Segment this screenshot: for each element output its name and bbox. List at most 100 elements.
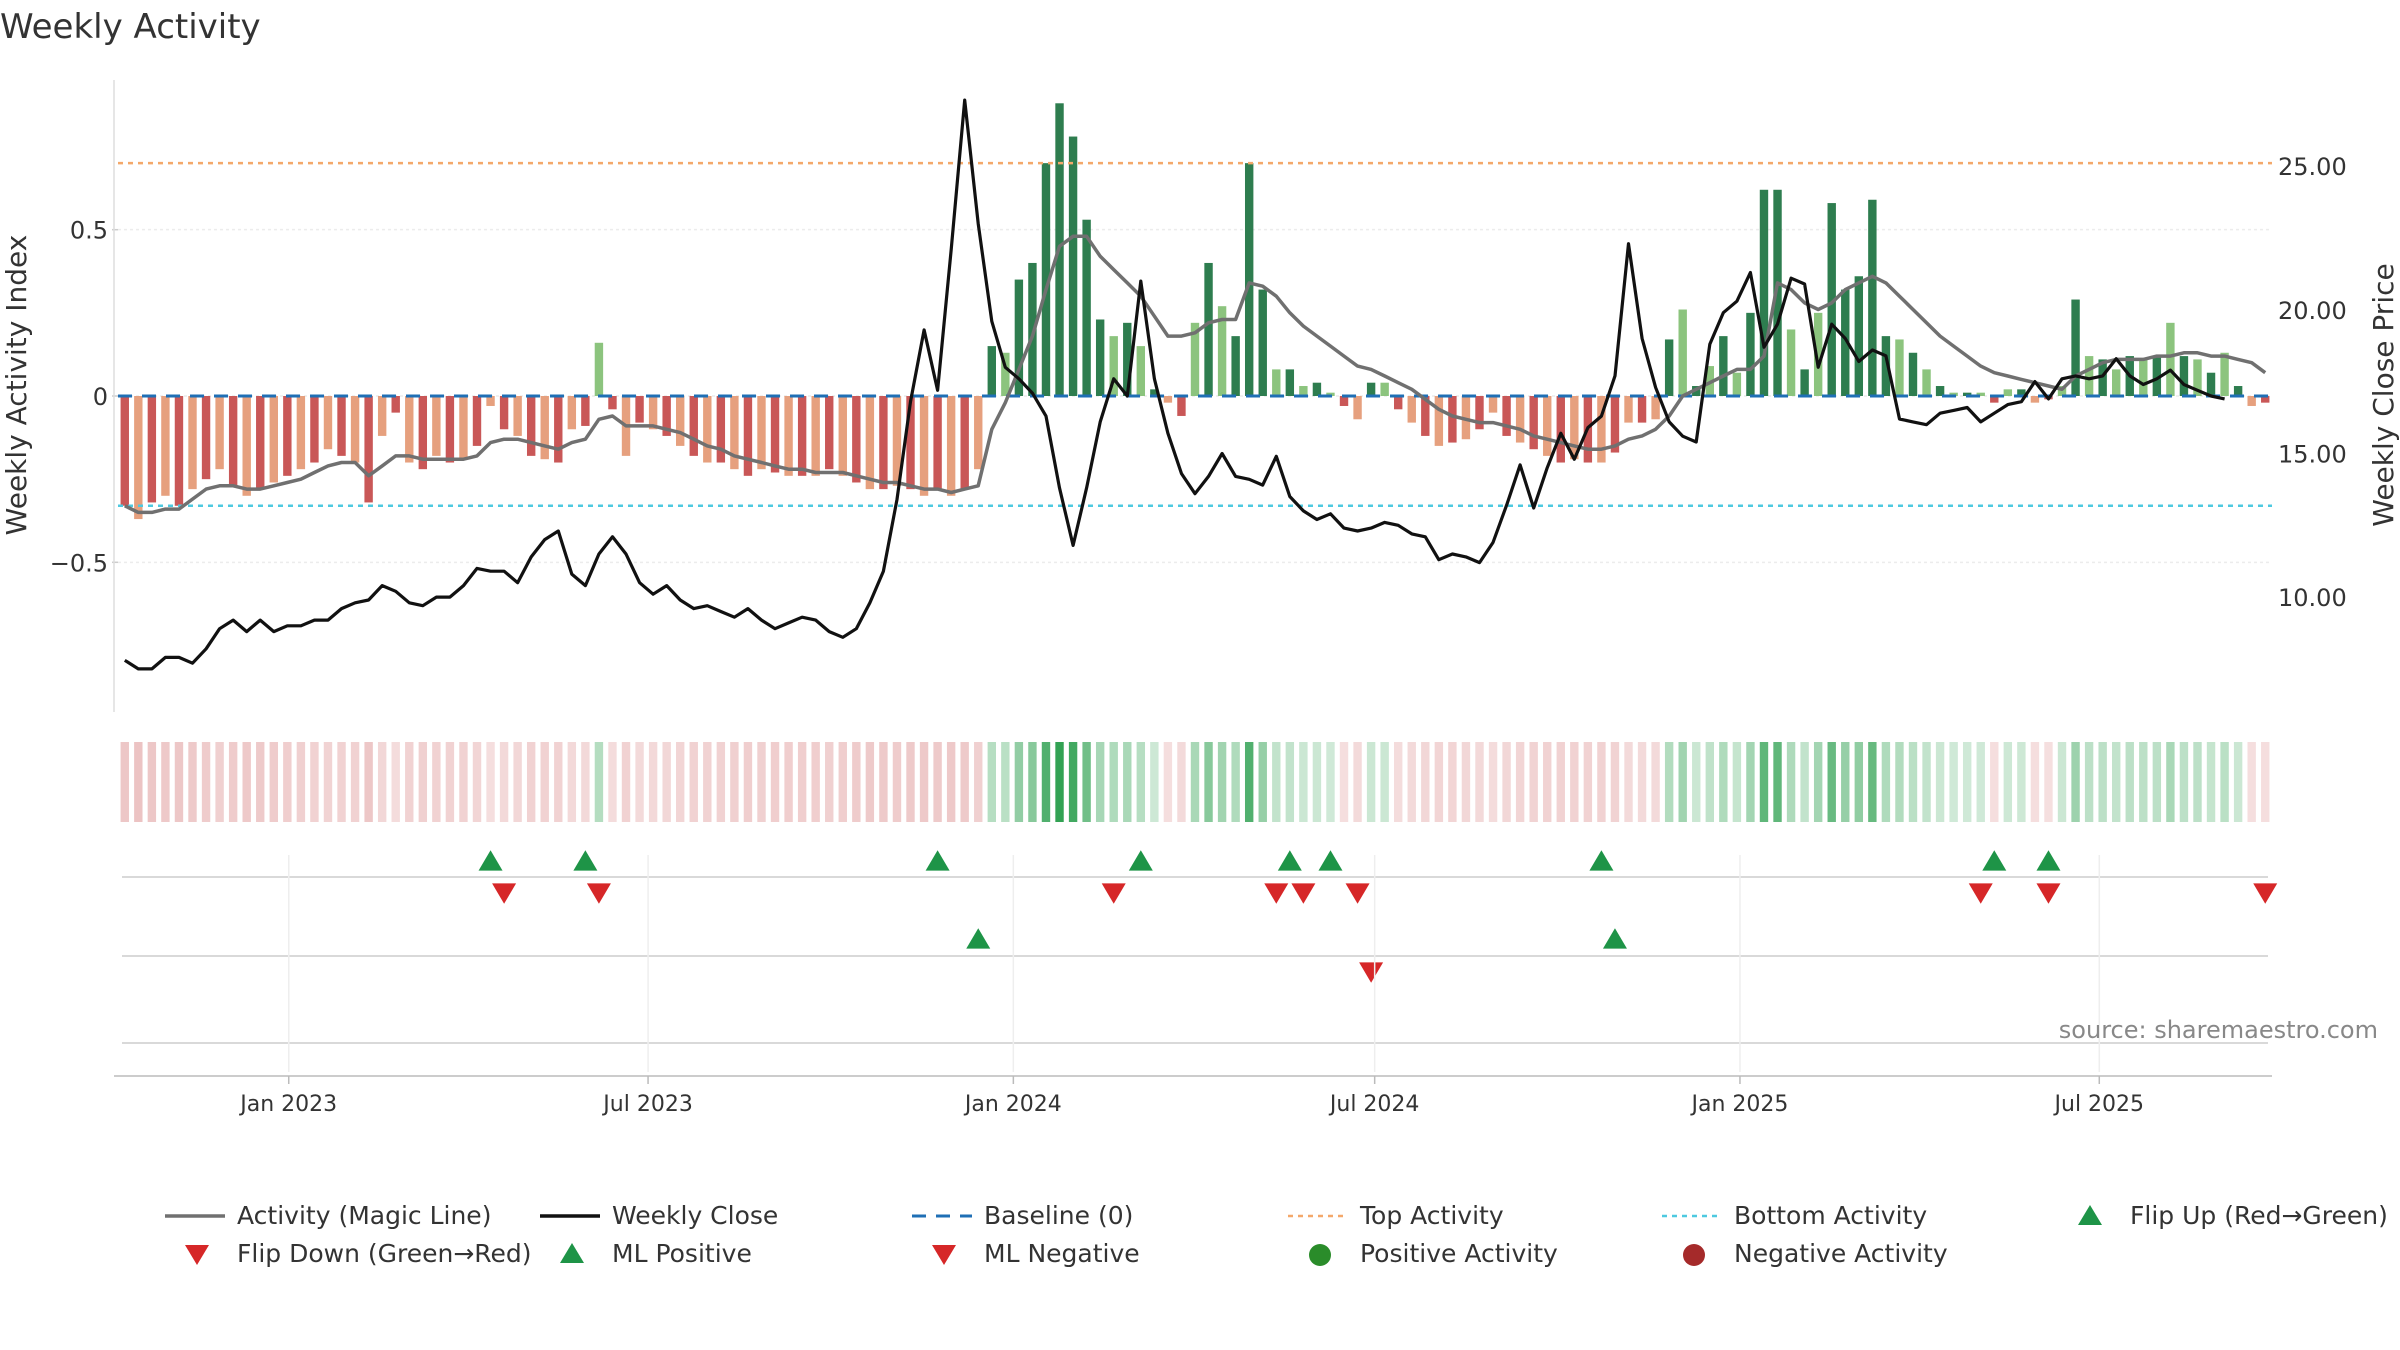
activity-bar	[554, 396, 563, 463]
x-tick-label: Jan 2023	[238, 1092, 337, 1117]
activity-bar	[2098, 359, 2107, 396]
heat-cell	[2139, 742, 2148, 822]
legend-label: ML Positive	[612, 1239, 752, 1268]
activity-bar	[1813, 312, 1823, 396]
activity-bar	[1556, 396, 1565, 463]
ml-negative-marker	[1359, 962, 1384, 983]
heat-cell	[2017, 742, 2026, 822]
activity-bar	[513, 396, 522, 436]
heat-cell	[215, 742, 224, 822]
activity-bar	[1962, 392, 1972, 396]
activity-bar	[2017, 389, 2026, 396]
activity-bar	[174, 396, 184, 506]
heat-cell	[1543, 742, 1552, 822]
y-right-tick-label: 10.00	[2278, 584, 2347, 612]
activity-bar	[1448, 396, 1457, 443]
flip-up-marker	[573, 850, 598, 871]
activity-bar	[364, 396, 373, 503]
heat-cell	[1001, 742, 1010, 822]
activity-bar	[2233, 386, 2243, 396]
activity-bar	[960, 396, 969, 490]
activity-bar	[825, 396, 834, 470]
heat-cell	[134, 742, 143, 822]
heat-cell	[1380, 742, 1389, 822]
activity-bar	[906, 396, 915, 490]
heat-cell	[2179, 742, 2189, 822]
flip-down-marker	[1291, 883, 1316, 904]
activity-bar	[256, 396, 265, 490]
legend-swatch	[2078, 1205, 2102, 1225]
chart-title: Weekly Activity	[0, 7, 261, 47]
x-axis: Jan 2023 Jul 2023 Jan 2024 Jul 2024 Jan 2025…	[114, 855, 2272, 1117]
heat-cell	[2044, 742, 2053, 822]
activity-bar	[120, 396, 129, 506]
activity-bar	[215, 396, 224, 470]
heat-cell	[797, 742, 807, 822]
activity-bar	[1990, 396, 1999, 403]
flip-up-marker	[1982, 850, 2007, 871]
activity-bar	[1163, 396, 1173, 403]
activity-bar	[1746, 312, 1755, 396]
activity-bar	[865, 396, 875, 490]
heat-cell	[2206, 742, 2216, 822]
flip-up-marker	[478, 850, 503, 871]
y-left-tick-label: 0	[93, 383, 108, 411]
activity-bar	[486, 396, 495, 406]
flip-up-marker	[1318, 850, 1343, 871]
heat-cell	[1190, 742, 1200, 822]
legend-item-mlneg: ML Negative	[932, 1239, 1140, 1268]
heat-cell	[1732, 742, 1742, 822]
heat-cell	[1028, 742, 1037, 822]
flip-down-marker	[2253, 883, 2278, 904]
heat-cell	[2152, 742, 2162, 822]
activity-bar	[2166, 322, 2175, 396]
heat-cell	[960, 742, 969, 822]
activity-bar	[2152, 356, 2162, 396]
activity-bar	[608, 396, 617, 410]
heat-cell	[770, 742, 780, 822]
heat-cell	[1068, 742, 1078, 822]
legend-label: Flip Up (Red→Green)	[2130, 1201, 2388, 1230]
activity-bar	[2030, 396, 2040, 403]
heat-cell	[1339, 742, 1349, 822]
legend-swatch	[185, 1245, 209, 1265]
activity-bar	[1326, 392, 1335, 396]
heat-cell	[2098, 742, 2107, 822]
heat-cell	[825, 742, 834, 822]
heat-cell	[242, 742, 251, 822]
heat-cell	[1949, 742, 1958, 822]
heat-cell	[2233, 742, 2243, 822]
flip-down-marker	[1264, 883, 1289, 904]
heat-cell	[337, 742, 346, 822]
heat-cell	[1353, 742, 1362, 822]
heat-cell	[1272, 742, 1281, 822]
heat-cell	[621, 742, 631, 822]
heat-cell	[364, 742, 373, 822]
activity-bar	[1150, 389, 1159, 396]
activity-bar	[594, 342, 604, 396]
activity-bar	[1136, 346, 1146, 396]
activity-bar	[2193, 359, 2202, 396]
legend-label: Negative Activity	[1734, 1239, 1948, 1268]
flip-down-marker	[492, 883, 517, 904]
activity-bar	[581, 396, 590, 426]
activity-bar	[1353, 396, 1362, 420]
activity-bar	[852, 396, 861, 483]
flip-up-marker	[925, 850, 950, 871]
activity-bar	[1800, 369, 1809, 396]
y-right-tick-label: 15.00	[2278, 440, 2347, 468]
heat-cell	[1163, 742, 1173, 822]
activity-bar	[283, 396, 292, 476]
heat-cell	[1746, 742, 1755, 822]
legend-item-close: Weekly Close	[540, 1201, 778, 1230]
heat-cell	[188, 742, 197, 822]
activity-bar	[2139, 359, 2148, 396]
legend-label: Top Activity	[1359, 1201, 1504, 1230]
activity-bar	[1543, 396, 1552, 456]
activity-bar	[933, 396, 942, 490]
y-right-tick-label: 20.00	[2278, 297, 2347, 325]
lines-layer	[118, 98, 2272, 671]
heat-cell	[1258, 742, 1267, 822]
heat-cell	[1244, 742, 1254, 822]
